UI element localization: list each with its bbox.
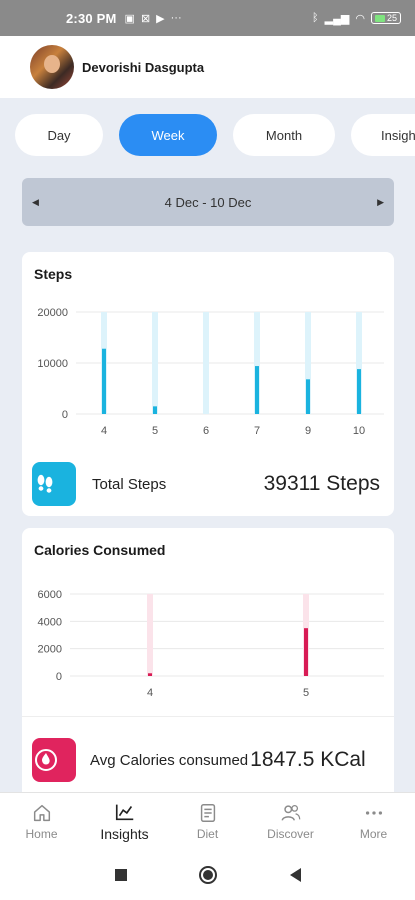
battery-icon: 25 bbox=[370, 12, 401, 24]
app-header: Devorishi Dasgupta bbox=[0, 36, 415, 98]
nav-insights-label: Insights bbox=[100, 826, 149, 842]
steps-bar-track bbox=[305, 312, 311, 414]
nav-home-label: Home bbox=[25, 827, 58, 841]
date-range-selector: ◀ 4 Dec - 10 Dec ▶ bbox=[22, 178, 394, 226]
back-icon[interactable] bbox=[288, 867, 302, 883]
nav-more-label: More bbox=[359, 827, 388, 841]
total-steps-value: 39311 Steps bbox=[263, 472, 380, 495]
steps-bar bbox=[102, 348, 106, 414]
calories-y-tick-label: 6000 bbox=[38, 589, 62, 601]
calories-y-tick-label: 0 bbox=[56, 671, 62, 683]
people-icon bbox=[281, 805, 300, 821]
calories-card: Calories Consumed 0 2000 4000 6000 4 5 Avg Ca… bbox=[22, 528, 394, 792]
calories-x-tick-label: 4 bbox=[147, 687, 153, 699]
total-steps-label: Total Steps bbox=[92, 475, 167, 493]
steps-x-tick-label: 7 bbox=[254, 425, 260, 437]
nav-discover-label: Discover bbox=[267, 827, 314, 841]
tab-day[interactable]: Day bbox=[15, 114, 103, 156]
steps-bar bbox=[153, 406, 157, 414]
home-button-icon[interactable] bbox=[198, 865, 218, 885]
next-week-icon[interactable]: ▶ bbox=[377, 196, 384, 207]
avatar[interactable] bbox=[30, 45, 74, 89]
period-tabs: Day Week Month Insigh bbox=[15, 114, 415, 156]
steps-x-tick-label: 5 bbox=[152, 425, 158, 437]
calories-card-title: Calories Consumed bbox=[34, 542, 166, 558]
notification-icon: ▣ bbox=[124, 12, 135, 25]
steps-bar-track bbox=[203, 312, 209, 414]
calories-chart: 0 2000 4000 6000 4 5 bbox=[38, 589, 384, 699]
main-content: Day Week Month Insigh ◀ 4 Dec - 10 Dec ▶… bbox=[0, 104, 415, 792]
steps-x-tick-label: 6 bbox=[203, 425, 209, 437]
steps-bar-track bbox=[356, 312, 362, 414]
footsteps-icon bbox=[32, 462, 76, 506]
steps-x-tick-label: 9 bbox=[305, 425, 311, 437]
steps-bar bbox=[357, 369, 361, 414]
steps-bar bbox=[255, 366, 259, 414]
nav-diet[interactable]: Diet bbox=[166, 793, 249, 850]
bottom-navigation: Home Insights Diet Discover More bbox=[0, 792, 415, 850]
youtube-icon: ▶ bbox=[156, 12, 165, 25]
previous-week-icon[interactable]: ◀ bbox=[32, 196, 39, 207]
home-icon bbox=[33, 804, 50, 822]
calories-bar bbox=[148, 673, 152, 676]
total-steps-row: Total Steps 39311 Steps bbox=[32, 462, 380, 506]
steps-y-tick-label: 10000 bbox=[37, 358, 68, 370]
calories-bar-track bbox=[147, 594, 153, 676]
nav-discover[interactable]: Discover bbox=[249, 793, 332, 850]
steps-bar bbox=[306, 379, 310, 414]
user-name: Devorishi Dasgupta bbox=[82, 59, 205, 75]
divider bbox=[22, 716, 394, 717]
calories-bar bbox=[304, 628, 308, 676]
nav-home[interactable]: Home bbox=[0, 793, 83, 850]
bluetooth-icon: ᛒ bbox=[312, 12, 319, 24]
avg-calories-label: Avg Calories consumed bbox=[90, 751, 249, 769]
calories-y-tick-label: 2000 bbox=[38, 644, 62, 656]
diet-icon bbox=[200, 804, 215, 822]
steps-x-tick-label: 10 bbox=[353, 425, 365, 437]
recents-icon[interactable] bbox=[114, 868, 128, 882]
nav-more[interactable]: More bbox=[332, 793, 415, 850]
overflow-icon: ··· bbox=[170, 12, 182, 24]
wifi-icon: ◠ bbox=[355, 12, 365, 25]
calories-y-tick-label: 4000 bbox=[38, 616, 62, 628]
message-icon: ⊠ bbox=[140, 12, 151, 25]
nav-insights[interactable]: Insights bbox=[83, 793, 166, 850]
tab-insights[interactable]: Insigh bbox=[351, 114, 415, 156]
nav-diet-label: Diet bbox=[196, 827, 219, 841]
tab-week[interactable]: Week bbox=[119, 114, 217, 156]
steps-x-tick-label: 4 bbox=[101, 425, 107, 437]
avg-calories-row: Avg Calories consumed 1847.5 KCal bbox=[32, 738, 380, 782]
chart-icon bbox=[115, 804, 133, 821]
steps-y-tick-label: 20000 bbox=[37, 307, 68, 319]
steps-card-title: Steps bbox=[34, 266, 73, 282]
battery-level: 25 bbox=[386, 13, 397, 23]
steps-card: Steps 0 10000 20000 4 5 6 7 9 10 Total Steps 393… bbox=[22, 252, 394, 516]
date-range-label: 4 Dec - 10 Dec bbox=[164, 194, 252, 210]
signal-icon: ▂▄▆ bbox=[324, 12, 350, 25]
steps-y-tick-label: 0 bbox=[62, 409, 68, 421]
tab-month[interactable]: Month bbox=[233, 114, 335, 156]
system-navigation bbox=[0, 850, 415, 900]
more-icon bbox=[365, 811, 382, 815]
calories-x-tick-label: 5 bbox=[303, 687, 309, 699]
status-time: 2:30 PM bbox=[66, 10, 117, 26]
steps-bar-track bbox=[254, 312, 260, 414]
steps-bar-track bbox=[152, 312, 158, 414]
calories-icon bbox=[32, 738, 76, 782]
status-bar: 2:30 PM ▣ ⊠ ▶ ··· ᛒ ▂▄▆ ◠ 25 bbox=[0, 0, 415, 36]
avg-calories-value: 1847.5 KCal bbox=[250, 748, 366, 771]
steps-chart: 0 10000 20000 4 5 6 7 9 10 bbox=[37, 307, 384, 437]
